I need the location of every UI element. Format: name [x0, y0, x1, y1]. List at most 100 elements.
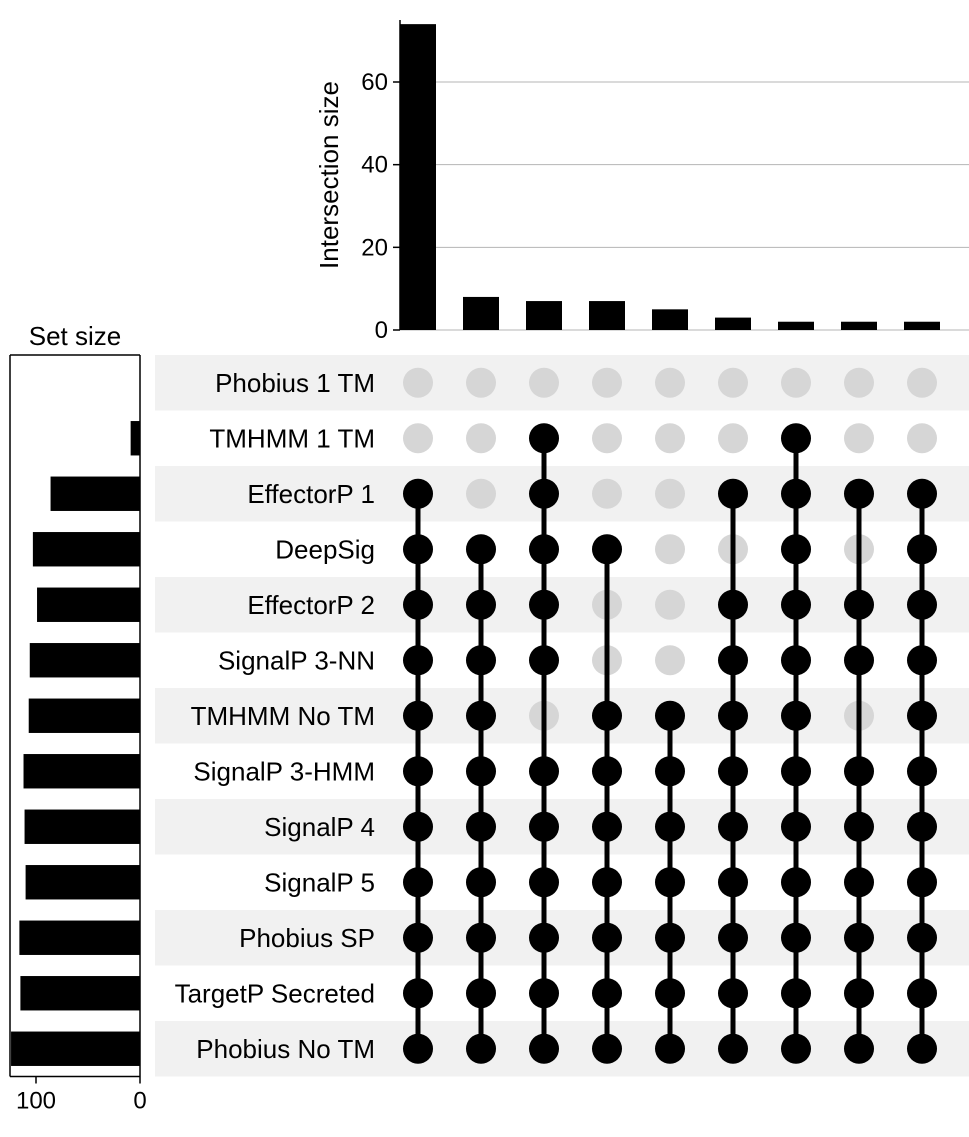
set-label: SignalP 3-NN [218, 645, 375, 675]
matrix-dot-on [781, 423, 811, 453]
matrix-dot-on [781, 534, 811, 564]
matrix-dot-on [718, 701, 748, 731]
matrix-dot-off [655, 590, 685, 620]
matrix-dot-on [403, 756, 433, 786]
matrix-dot-on [403, 867, 433, 897]
matrix-dot-off [466, 423, 496, 453]
set-label: TMHMM No TM [191, 701, 375, 731]
intersection-bar [778, 322, 814, 330]
setsize-bar [19, 921, 140, 955]
matrix-dot-on [844, 590, 874, 620]
setsize-bar [33, 532, 140, 566]
setsize-bar [29, 699, 140, 733]
matrix-dot-on [592, 534, 622, 564]
matrix-dot-on [907, 534, 937, 564]
matrix-dot-on [655, 812, 685, 842]
setsize-bar [11, 1032, 140, 1066]
matrix-dot-off [844, 423, 874, 453]
set-label: TMHMM 1 TM [209, 423, 375, 453]
matrix-dot-on [403, 479, 433, 509]
setsize-bar [24, 754, 140, 788]
matrix-dot-on [466, 590, 496, 620]
matrix-dot-on [718, 978, 748, 1008]
matrix-dot-on [844, 479, 874, 509]
matrix-dot-on [466, 534, 496, 564]
matrix-dot-on [466, 1034, 496, 1064]
matrix-dot-on [403, 978, 433, 1008]
matrix-dot-on [907, 701, 937, 731]
matrix-dot-on [592, 701, 622, 731]
matrix-dot-on [592, 978, 622, 1008]
matrix-dot-on [781, 1034, 811, 1064]
matrix-dot-on [529, 1034, 559, 1064]
matrix-dot-on [529, 590, 559, 620]
matrix-dot-on [529, 923, 559, 953]
matrix-dot-on [592, 1034, 622, 1064]
matrix-dot-on [529, 812, 559, 842]
matrix-dot-on [466, 978, 496, 1008]
set-label: SignalP 5 [264, 867, 375, 897]
intersection-bar [904, 322, 940, 330]
matrix-dot-off [718, 423, 748, 453]
matrix-dot-off [844, 368, 874, 398]
matrix-dot-on [466, 645, 496, 675]
intersection-bar [715, 318, 751, 330]
matrix-dot-off [907, 368, 937, 398]
matrix-dot-on [907, 590, 937, 620]
matrix-dot-on [529, 978, 559, 1008]
matrix-dot-on [781, 701, 811, 731]
setsize-bar [37, 588, 140, 622]
setsize-title: Set size [29, 321, 122, 351]
matrix-dot-on [403, 645, 433, 675]
matrix-dot-off [592, 423, 622, 453]
set-label: TargetP Secreted [175, 978, 375, 1008]
matrix-dot-off [907, 423, 937, 453]
matrix-dot-off [655, 479, 685, 509]
matrix-dot-on [529, 479, 559, 509]
matrix-dot-on [403, 590, 433, 620]
intersection-tick-label: 40 [361, 152, 388, 179]
setsize-bar [26, 865, 140, 899]
matrix-dot-off [529, 368, 559, 398]
matrix-dot-on [781, 923, 811, 953]
matrix-dot-on [529, 423, 559, 453]
intersection-bar [652, 309, 688, 330]
matrix-dot-off [718, 368, 748, 398]
intersection-bar [589, 301, 625, 330]
matrix-dot-on [592, 812, 622, 842]
matrix-dot-on [529, 867, 559, 897]
set-size-chart: Set size0100 [10, 321, 147, 1115]
set-label: Phobius 1 TM [215, 368, 375, 398]
matrix-dot-on [655, 756, 685, 786]
matrix-dot-on [781, 867, 811, 897]
matrix-dot-off [592, 479, 622, 509]
matrix-dot-on [403, 812, 433, 842]
setsize-tick-label: 0 [133, 1088, 146, 1115]
matrix-dot-off [403, 423, 433, 453]
intersection-tick-label: 60 [361, 69, 388, 96]
matrix-dot-on [907, 1034, 937, 1064]
matrix-dot-on [907, 479, 937, 509]
matrix-dot-on [403, 923, 433, 953]
matrix-dot-on [781, 756, 811, 786]
matrix-dot-on [592, 756, 622, 786]
matrix-dot-on [403, 1034, 433, 1064]
matrix-dot-on [907, 923, 937, 953]
matrix-dot-on [844, 756, 874, 786]
matrix-dot-on [592, 923, 622, 953]
matrix-dot-on [655, 1034, 685, 1064]
matrix-dot-on [655, 978, 685, 1008]
matrix-dot-off [466, 368, 496, 398]
matrix-dot-on [844, 1034, 874, 1064]
intersection-axis-title: Intersection size [314, 81, 344, 269]
set-label: Phobius SP [239, 923, 375, 953]
setsize-bar [25, 810, 140, 844]
matrix-dot-on [844, 867, 874, 897]
matrix-dot-on [466, 867, 496, 897]
matrix-dot-on [466, 701, 496, 731]
matrix-dot-on [844, 923, 874, 953]
matrix-dot-on [403, 534, 433, 564]
matrix-dot-on [466, 756, 496, 786]
matrix-dot-on [529, 534, 559, 564]
matrix-dot-on [844, 645, 874, 675]
